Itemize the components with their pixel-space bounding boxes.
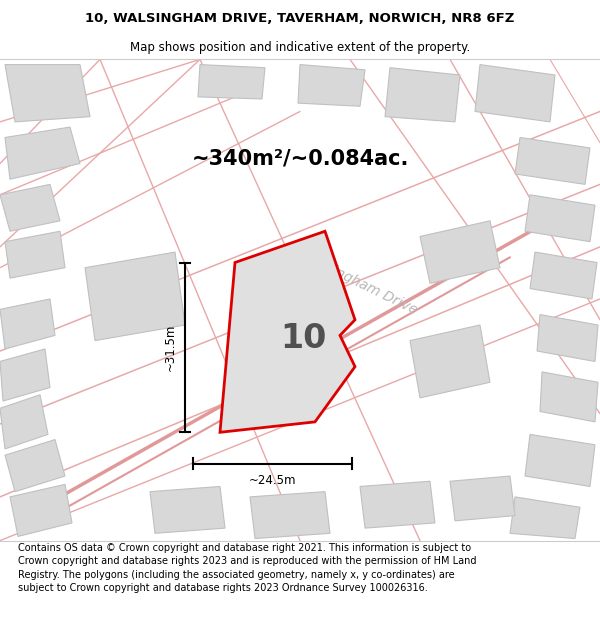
Text: Map shows position and indicative extent of the property.: Map shows position and indicative extent… [130,41,470,54]
Polygon shape [5,127,80,179]
Polygon shape [0,299,55,349]
Text: 10: 10 [280,322,326,355]
Polygon shape [5,64,90,122]
Polygon shape [220,231,355,432]
Polygon shape [537,314,598,361]
Polygon shape [150,486,225,533]
Polygon shape [5,439,65,492]
Polygon shape [0,395,48,449]
Polygon shape [475,64,555,122]
Text: 10, WALSINGHAM DRIVE, TAVERHAM, NORWICH, NR8 6FZ: 10, WALSINGHAM DRIVE, TAVERHAM, NORWICH,… [85,12,515,26]
Text: ~24.5m: ~24.5m [249,474,296,487]
Polygon shape [525,434,595,486]
Polygon shape [515,138,590,184]
Polygon shape [198,64,265,99]
Polygon shape [0,184,60,231]
Text: ~31.5m: ~31.5m [164,324,177,371]
Polygon shape [0,349,50,401]
Text: Walsingham Drive: Walsingham Drive [300,249,420,318]
Text: ~340m²/~0.084ac.: ~340m²/~0.084ac. [191,148,409,168]
Polygon shape [510,497,580,539]
Polygon shape [540,372,598,422]
Text: Contains OS data © Crown copyright and database right 2021. This information is : Contains OS data © Crown copyright and d… [18,543,476,592]
Polygon shape [250,492,330,539]
Polygon shape [410,325,490,398]
Polygon shape [10,484,72,536]
Polygon shape [420,221,500,283]
Polygon shape [530,252,597,299]
Polygon shape [5,231,65,278]
Polygon shape [450,476,515,521]
Polygon shape [85,252,185,341]
Polygon shape [298,64,365,106]
Polygon shape [525,195,595,242]
Polygon shape [385,68,460,122]
Polygon shape [360,481,435,528]
